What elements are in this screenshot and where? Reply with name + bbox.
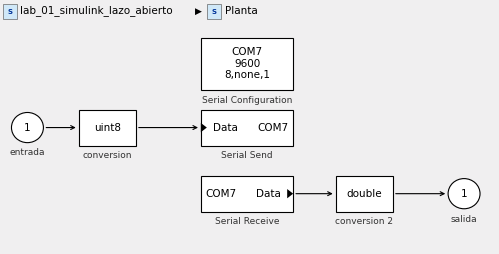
Text: salida: salida bbox=[451, 215, 478, 224]
Text: ▶: ▶ bbox=[195, 7, 202, 15]
Text: uint8: uint8 bbox=[94, 123, 121, 133]
Text: conversion: conversion bbox=[82, 151, 132, 160]
Text: lab_01_simulink_lazo_abierto: lab_01_simulink_lazo_abierto bbox=[20, 6, 173, 17]
Text: COM7: COM7 bbox=[257, 123, 288, 133]
Bar bbox=[79, 109, 136, 146]
Text: Serial Receive: Serial Receive bbox=[215, 217, 279, 227]
Text: S: S bbox=[212, 8, 217, 14]
Text: Data: Data bbox=[256, 189, 280, 199]
Text: conversion 2: conversion 2 bbox=[335, 217, 393, 227]
Polygon shape bbox=[287, 189, 293, 198]
Text: Planta: Planta bbox=[225, 6, 258, 16]
Bar bbox=[201, 109, 293, 146]
FancyBboxPatch shape bbox=[207, 4, 221, 19]
Text: entrada: entrada bbox=[9, 148, 45, 157]
Text: COM7
9600
8,none,1: COM7 9600 8,none,1 bbox=[224, 47, 270, 80]
Text: S: S bbox=[7, 8, 12, 14]
Ellipse shape bbox=[448, 179, 480, 209]
Polygon shape bbox=[201, 123, 207, 132]
Ellipse shape bbox=[11, 113, 43, 143]
Text: double: double bbox=[346, 189, 382, 199]
Text: Serial Send: Serial Send bbox=[221, 151, 273, 160]
Text: COM7: COM7 bbox=[206, 189, 237, 199]
Bar bbox=[201, 38, 293, 90]
Text: 1: 1 bbox=[24, 123, 31, 133]
Bar bbox=[335, 176, 393, 212]
Text: Serial Configuration: Serial Configuration bbox=[202, 96, 292, 105]
Bar bbox=[201, 176, 293, 212]
FancyBboxPatch shape bbox=[3, 4, 17, 19]
Text: 1: 1 bbox=[461, 189, 468, 199]
Text: Data: Data bbox=[213, 123, 238, 133]
